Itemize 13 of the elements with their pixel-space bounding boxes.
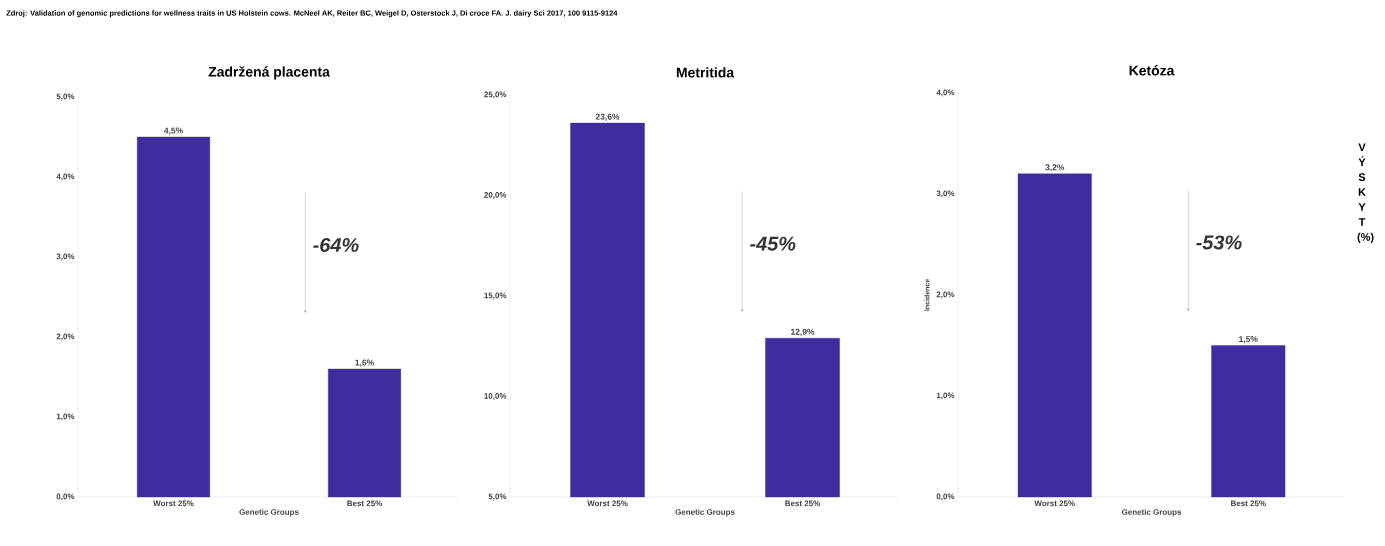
data-label: 12,9% xyxy=(791,328,815,336)
annotation: -45% xyxy=(750,236,796,251)
text: V Ý S K Y T (%) xyxy=(1357,143,1374,243)
annotation: -64% xyxy=(313,237,359,253)
data-label: 4,5% xyxy=(163,127,183,135)
data-label: 1,5% xyxy=(1239,336,1258,344)
chart-title: Ketóza xyxy=(1129,65,1175,76)
data-label: 3,2% xyxy=(1045,164,1065,172)
data-label: 1,6% xyxy=(355,359,374,367)
data-label: 23,6% xyxy=(595,113,620,121)
chart-title: Metritida xyxy=(676,67,735,78)
annotation: -53% xyxy=(1196,235,1242,250)
chart-title: Zadržená placenta xyxy=(208,66,330,80)
